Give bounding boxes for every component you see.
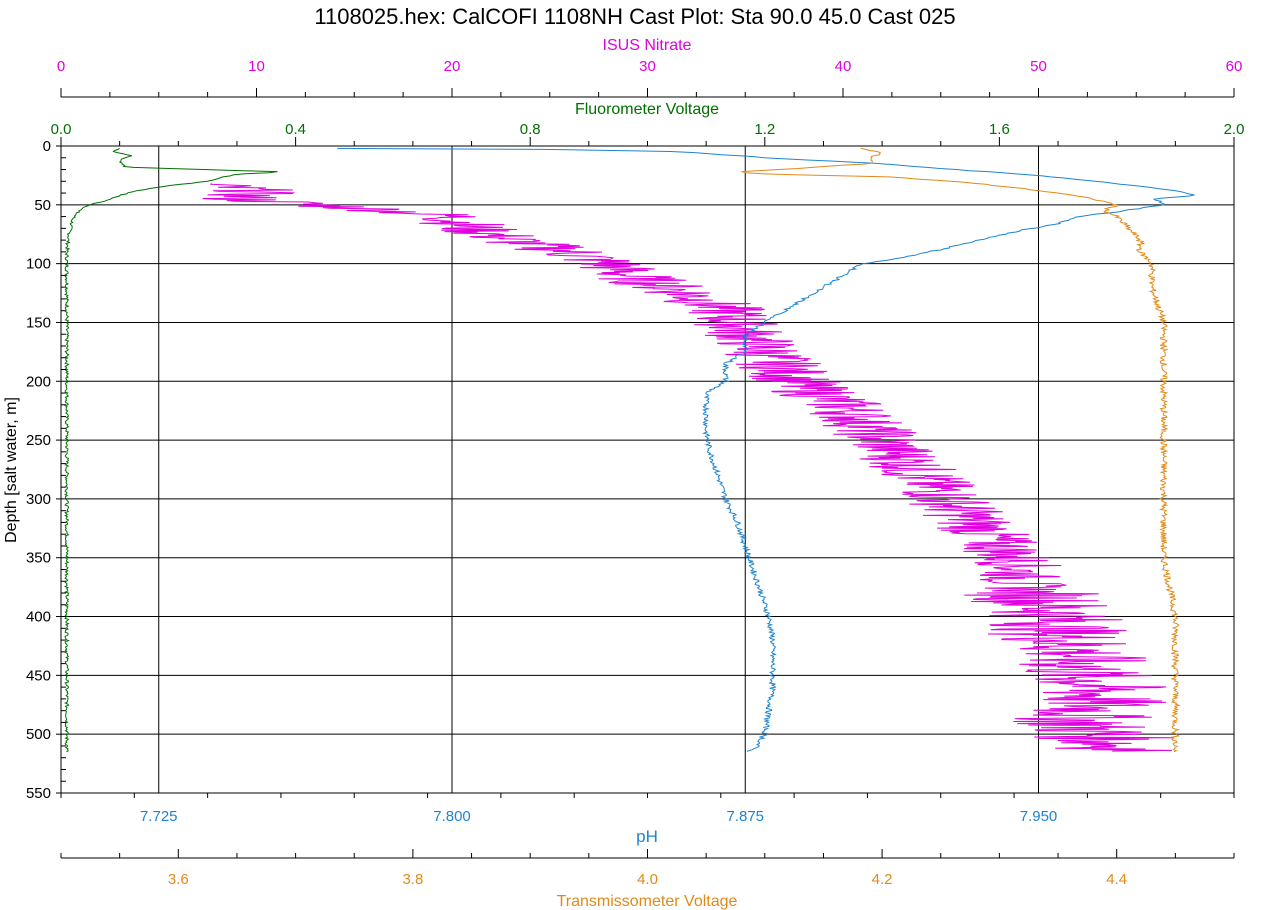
ph-tick-label: 7.950 [1020, 808, 1058, 825]
depth-tick-label: 200 [26, 373, 51, 390]
depth-tick-label: 500 [26, 726, 51, 743]
transmissometer-axis-label: Transmissometer Voltage [557, 893, 738, 910]
depth-axis-label: Depth [salt water, m] [3, 397, 20, 543]
data-series [64, 147, 1195, 753]
depth-tick-label: 0 [43, 138, 51, 155]
transmissometer-tick-label: 3.6 [168, 871, 189, 888]
ph-tick-label: 7.725 [140, 808, 178, 825]
transmissometer-tick-label: 4.2 [872, 871, 893, 888]
fluorometer-tick-label: 2.0 [1224, 121, 1245, 138]
depth-tick-label: 550 [26, 785, 51, 802]
nitrate-tick-label: 10 [248, 58, 265, 75]
depth-tick-label: 450 [26, 667, 51, 684]
nitrate-axis-label: ISUS Nitrate [603, 37, 692, 54]
nitrate-tick-label: 0 [57, 58, 65, 75]
nitrate-series-line [202, 183, 1173, 752]
depth-tick-label: 50 [34, 197, 51, 214]
depth-tick-label: 250 [26, 432, 51, 449]
nitrate-tick-label: 20 [444, 58, 461, 75]
plot-frame [60, 145, 1235, 794]
ph-series-line [337, 147, 1195, 753]
depth-tick-label: 100 [26, 256, 51, 273]
ph-axis-label: pH [636, 827, 658, 846]
fluor-series-line [64, 147, 278, 753]
grid-lines [61, 146, 1234, 793]
transmissometer-tick-label: 3.8 [402, 871, 423, 888]
nitrate-tick-label: 30 [639, 58, 656, 75]
trans-series-line [741, 147, 1181, 753]
fluorometer-tick-label: 0.4 [285, 121, 306, 138]
depth-tick-label: 400 [26, 609, 51, 626]
transmissometer-tick-label: 4.4 [1106, 871, 1127, 888]
fluorometer-tick-label: 1.6 [989, 121, 1010, 138]
fluorometer-tick-label: 0.0 [51, 121, 72, 138]
ph-tick-label: 7.800 [433, 808, 471, 825]
nitrate-tick-label: 60 [1226, 58, 1243, 75]
depth-tick-label: 350 [26, 550, 51, 567]
fluorometer-axis-label: Fluorometer Voltage [575, 101, 719, 118]
fluorometer-tick-label: 0.8 [520, 121, 541, 138]
ph-tick-label: 7.875 [726, 808, 764, 825]
axes: 0 50 100 150 200 250 300 350 400 450 500 550 0 10 20 30… [26, 58, 1244, 888]
depth-tick-label: 300 [26, 491, 51, 508]
chart-title: 1108025.hex: CalCOFI 1108NH Cast Plot: S… [314, 4, 955, 29]
transmissometer-tick-label: 4.0 [637, 871, 658, 888]
fluorometer-tick-label: 1.2 [754, 121, 775, 138]
depth-tick-label: 150 [26, 314, 51, 331]
nitrate-tick-label: 50 [1030, 58, 1047, 75]
nitrate-tick-label: 40 [835, 58, 852, 75]
